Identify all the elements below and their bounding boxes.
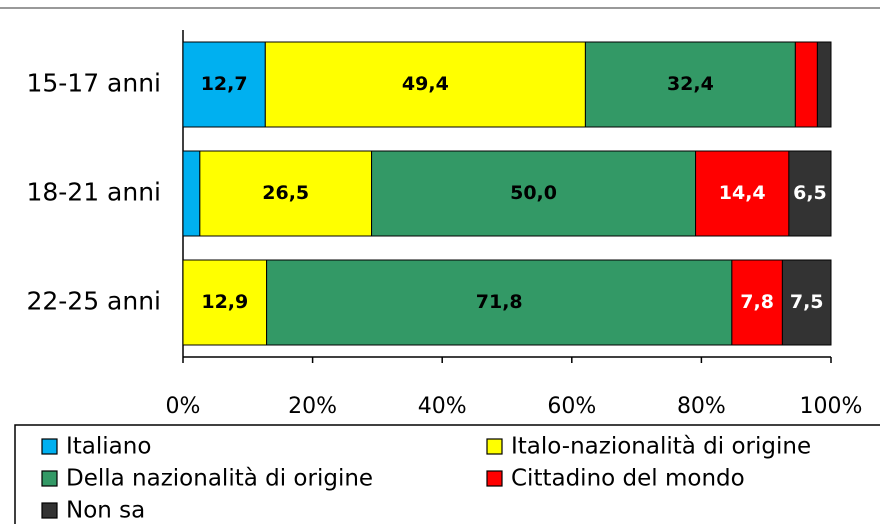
bar-segment: [816, 41, 832, 128]
y-tick-label: 15-17 anni: [26, 69, 161, 98]
value-label: 12,7: [201, 73, 248, 95]
value-label: 7,5: [790, 291, 824, 313]
legend-swatch: [41, 502, 58, 519]
legend-label: Cittadino del mondo: [511, 466, 745, 492]
bar-segment: [182, 150, 201, 237]
value-label: 6,5: [793, 182, 827, 204]
legend-label: Non sa: [66, 498, 145, 524]
value-label: 32,4: [667, 73, 714, 95]
bar-segment: [731, 259, 783, 346]
bar-segment: [182, 259, 268, 346]
bar-segment: [794, 41, 818, 128]
value-label: 50,0: [510, 182, 557, 204]
bar-segment: [266, 259, 733, 346]
y-tick-label: 18-21 anni: [26, 178, 161, 207]
y-tick-label: 22-25 anni: [26, 287, 161, 316]
x-tick-label: 20%: [288, 394, 337, 419]
value-label: 7,8: [740, 291, 774, 313]
bar-segment: [199, 150, 373, 237]
x-tick-label: 80%: [677, 394, 726, 419]
bar-segment: [695, 150, 790, 237]
bar-segment: [781, 259, 832, 346]
x-tick-label: 0%: [166, 394, 201, 419]
value-label: 14,4: [719, 182, 766, 204]
bar-segment: [788, 150, 832, 237]
value-label: 49,4: [402, 73, 449, 95]
legend-swatch: [486, 438, 503, 455]
legend-box: [14, 424, 880, 524]
legend-label: Italiano: [66, 434, 151, 460]
x-tick-label: 60%: [547, 394, 596, 419]
legend-swatch: [41, 438, 58, 455]
value-label: 26,5: [262, 182, 309, 204]
value-label: 71,8: [476, 291, 523, 313]
x-tick-label: 100%: [800, 394, 863, 419]
legend-label: Della nazionalità di origine: [66, 466, 373, 492]
legend-swatch: [486, 470, 503, 487]
legend-swatch: [41, 470, 58, 487]
x-tick-label: 40%: [418, 394, 467, 419]
value-label: 12,9: [201, 291, 248, 313]
bar-segment: [182, 41, 266, 128]
legend-label: Italo-nazionalità di origine: [511, 434, 811, 460]
